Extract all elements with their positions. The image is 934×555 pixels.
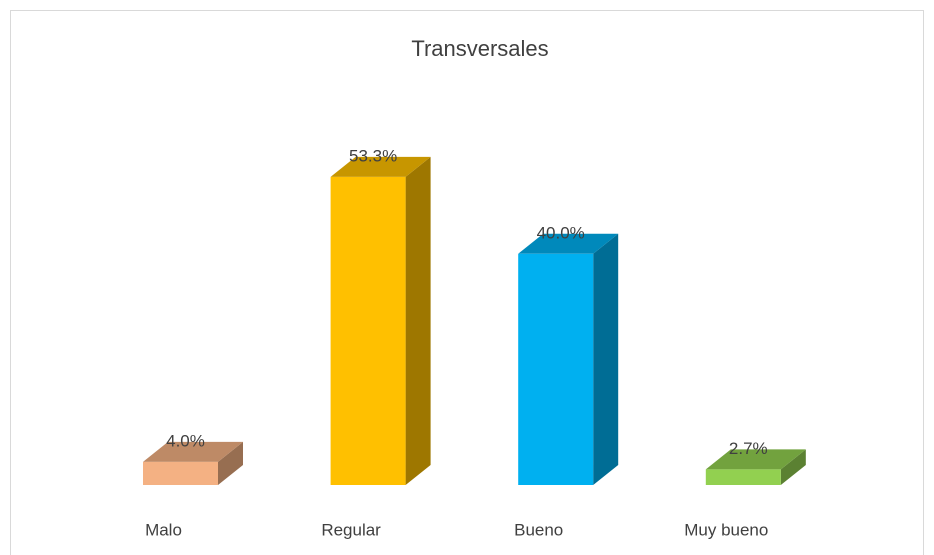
chart-title: Transversales — [411, 36, 548, 61]
value-label: 4.0% — [166, 431, 205, 450]
bar-side — [593, 233, 619, 485]
value-label: 40.0% — [537, 223, 585, 242]
bar — [143, 461, 218, 485]
bar — [330, 176, 406, 485]
bar-top — [143, 441, 243, 462]
x-tick-label: Regular — [321, 520, 381, 539]
bar-top — [518, 233, 619, 254]
bar-side — [780, 449, 806, 485]
bar — [518, 253, 594, 485]
bar-side — [405, 156, 431, 485]
x-tick-label: Malo — [145, 520, 182, 539]
bar — [705, 469, 781, 485]
x-tick-label: Bueno — [514, 520, 563, 539]
x-tick-label: Muy bueno — [684, 520, 768, 539]
bar-top — [705, 449, 806, 470]
bar-top — [330, 156, 431, 177]
value-label: 53.3% — [349, 146, 397, 165]
value-label: 2.7% — [729, 439, 768, 458]
bar-side — [218, 441, 243, 485]
